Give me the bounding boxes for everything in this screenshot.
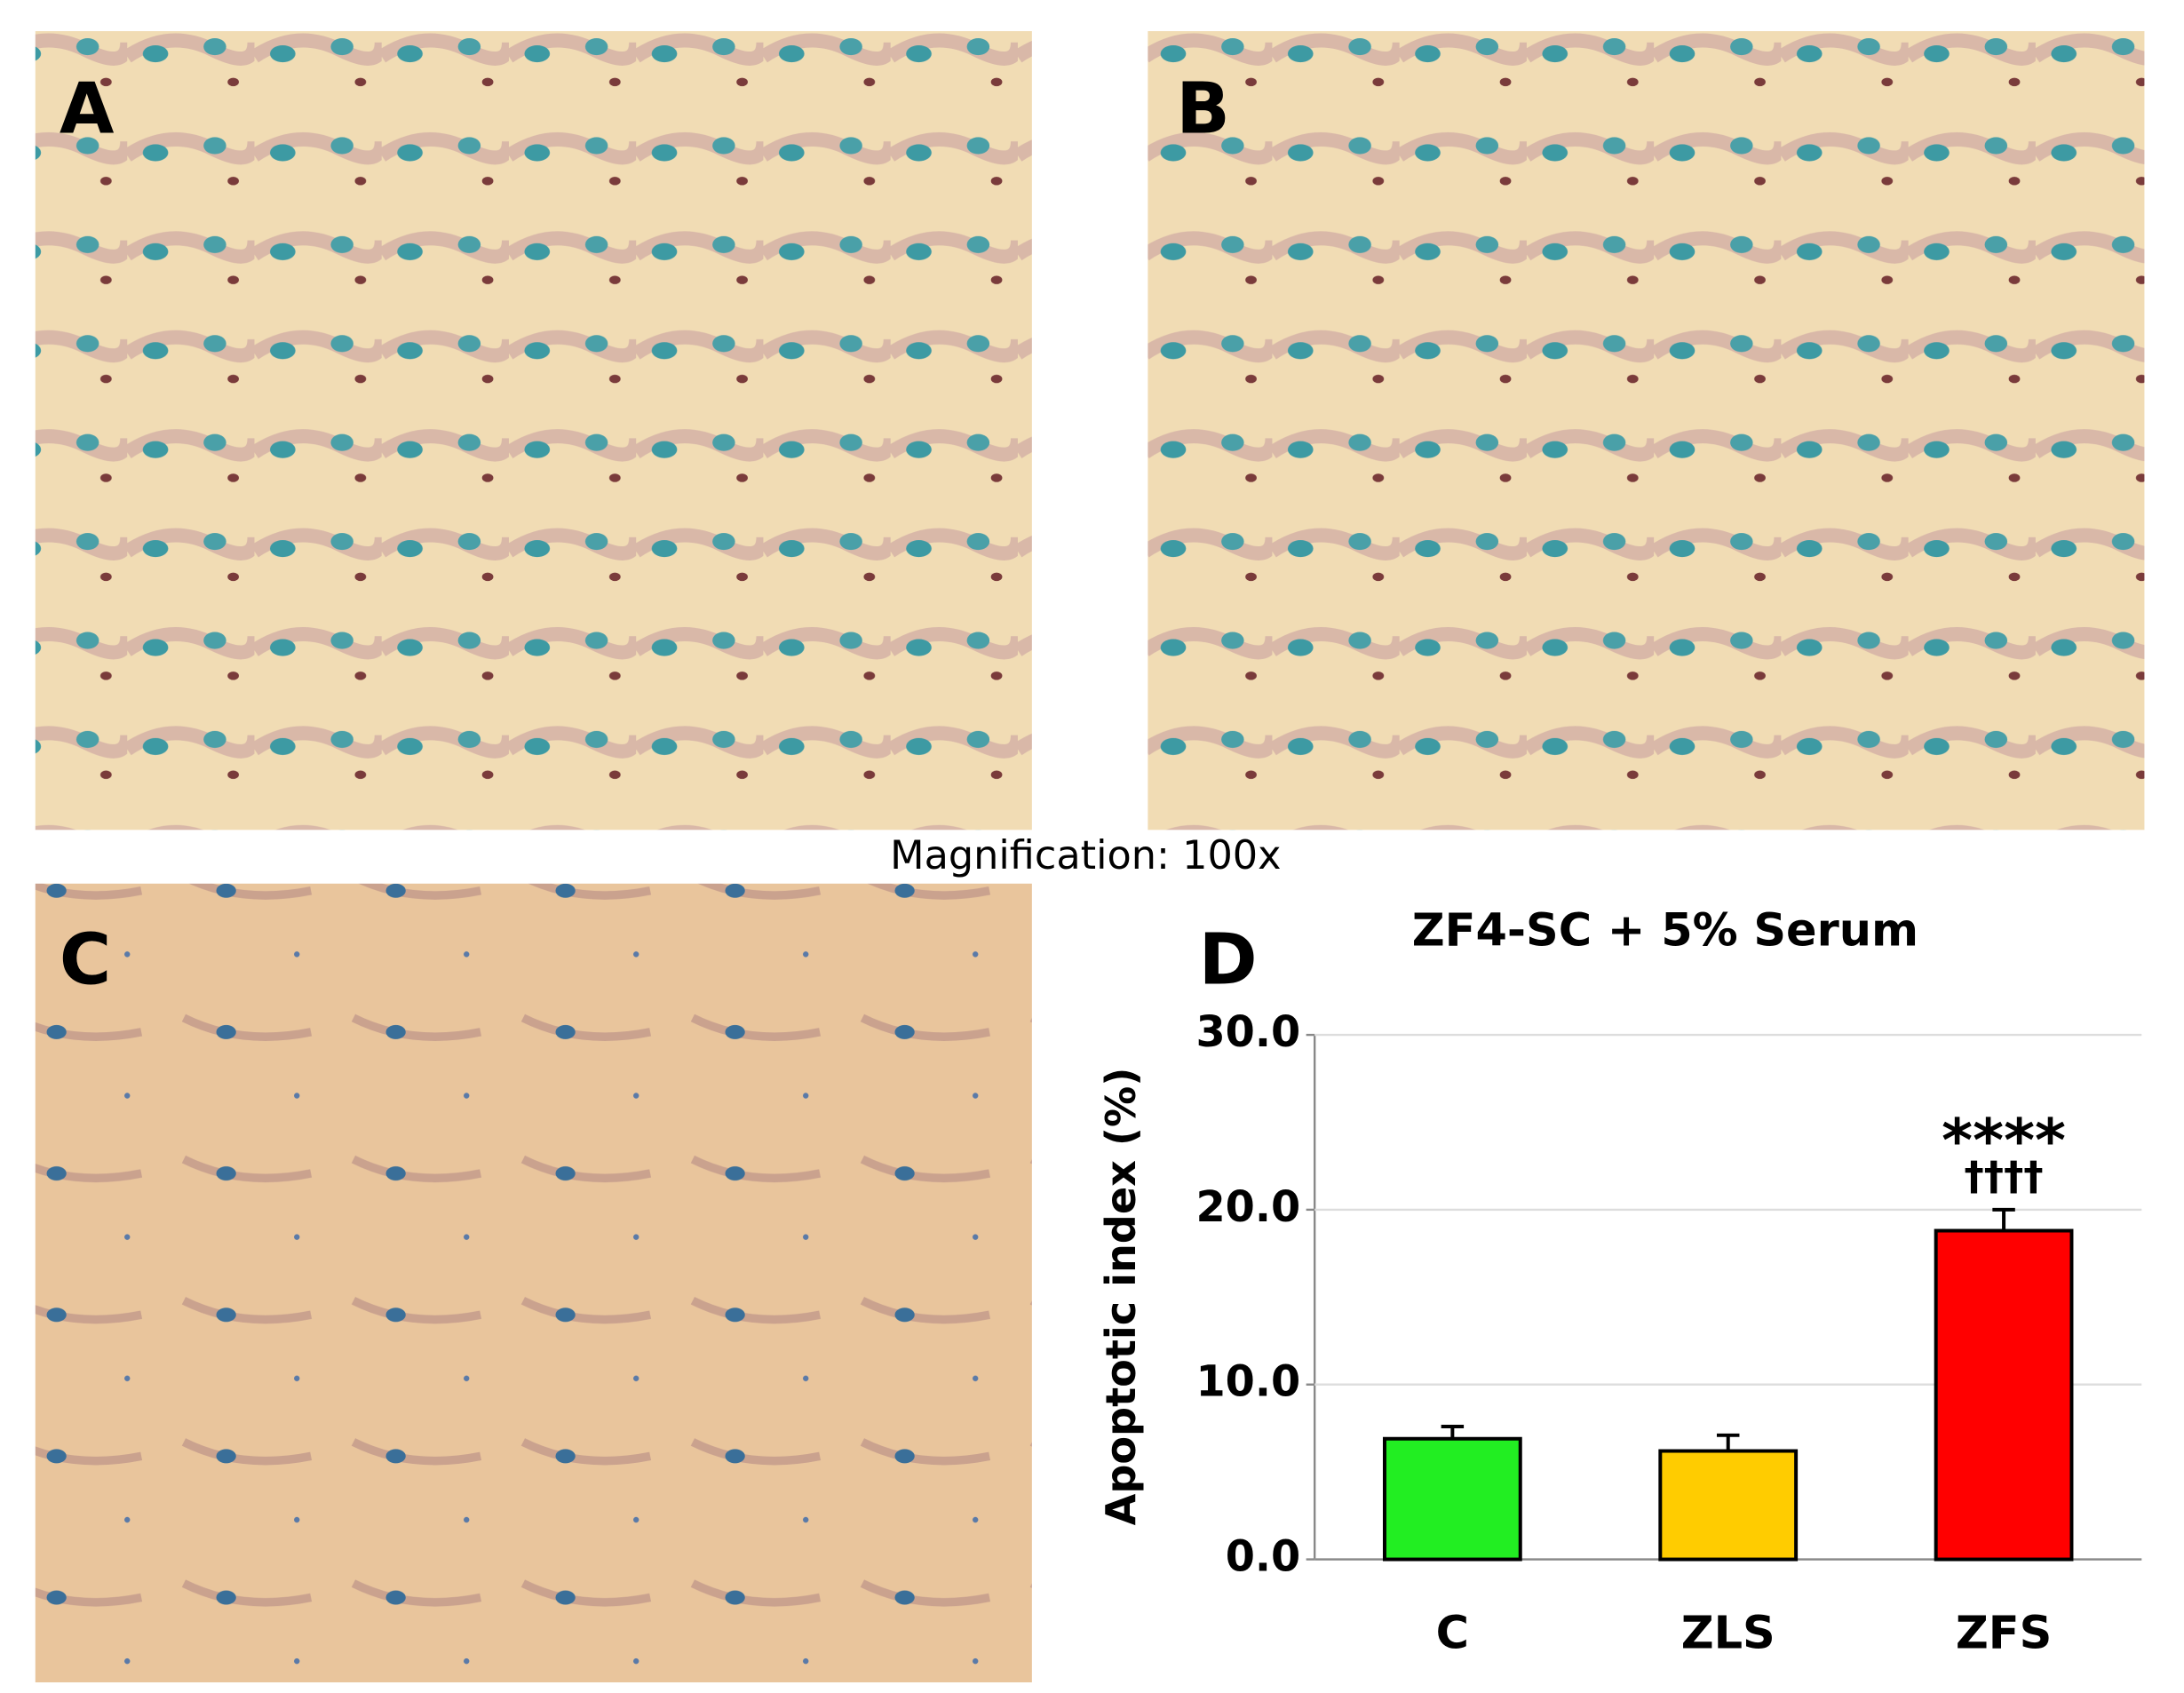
y-tick-label: 0.0	[1226, 1533, 1301, 1582]
significance-annotation: ††††	[1965, 1153, 2044, 1199]
micrograph	[1148, 31, 2145, 831]
bar	[1382, 1436, 1522, 1562]
y-tick-label: 10.0	[1195, 1358, 1300, 1407]
panel-label: C	[60, 918, 111, 1000]
y-tick-label: 20.0	[1195, 1183, 1300, 1232]
bar	[1934, 1228, 2074, 1562]
significance-annotation: ****	[1942, 1106, 2066, 1175]
chart-title: ZF4-SC + 5% Serum	[1412, 904, 1918, 957]
x-tick-label: ZLS	[1681, 1608, 1775, 1660]
panel-label: A	[60, 67, 115, 149]
y-tick-label: 30.0	[1195, 1008, 1300, 1057]
panel-label: D	[1199, 918, 1258, 1000]
micrograph	[35, 883, 1032, 1683]
magnification: Magnification: 100x	[890, 832, 1281, 878]
y-axis-label: Apoptotic index (%)	[1097, 1068, 1145, 1526]
x-tick-label: C	[1436, 1608, 1469, 1660]
micrograph	[35, 31, 1032, 831]
bar	[1658, 1449, 1799, 1562]
panel-label: B	[1176, 67, 1230, 149]
x-tick-label: ZFS	[1956, 1608, 2052, 1660]
